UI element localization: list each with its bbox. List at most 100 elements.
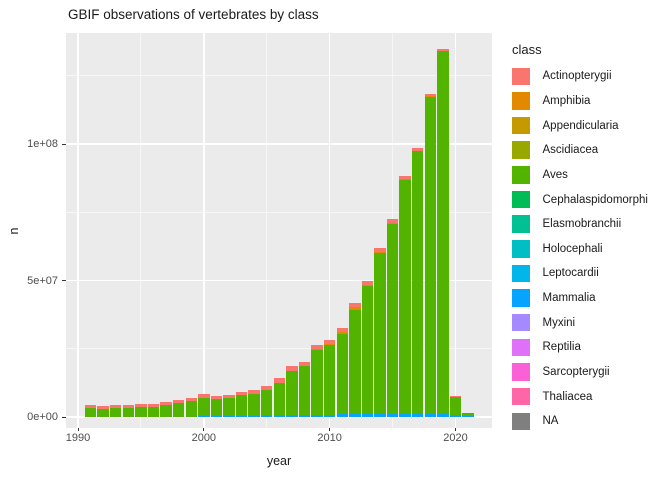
legend-item-reptilia: Reptilia [510,335,670,360]
bar-segment-actinopterygii [198,394,210,399]
bar-segment-actinopterygii [399,175,411,179]
legend-key-swatch [512,240,530,258]
bar-1996 [147,403,160,417]
x-axis-title: year [266,454,292,468]
bar-segment-actinopterygii [374,248,386,253]
bar-2014 [374,248,386,417]
legend-key-swatch [512,387,530,406]
legend-item-appendicularia: Appendicularia [510,113,670,138]
bar-1998 [172,400,185,417]
bar-2016 [399,175,411,417]
y-tick [62,416,66,418]
x-tick [329,428,331,431]
gridline-y-major [66,416,492,418]
bar-1999 [185,397,197,417]
bar-segment-actinopterygii [172,400,185,404]
gridline-y-minor [66,211,492,213]
gridline-x-minor [266,33,268,428]
bar-segment-aves [437,51,449,414]
y-tick-label: 5e+07 [27,274,58,287]
legend-item-label: Leptocardii [542,267,599,280]
bar-segment-actinopterygii [412,148,424,151]
bar-2020 [449,395,462,417]
bar-segment-actinopterygii [110,404,122,408]
legend-item-cephalaspidomorphi: Cephalaspidomorphi [510,187,670,212]
bar-2017 [412,148,424,417]
bar-segment-amphibia [386,223,399,224]
bar-segment-aves [311,349,323,415]
bar-segment-mammalia [298,415,311,417]
gridline-x-major [77,33,79,428]
bar-segment-aves [198,398,210,416]
legend-item-label: Myxini [542,316,576,329]
bar-segment-actinopterygii [311,344,323,350]
legend-item-aves: Aves [510,163,670,188]
gridline-x-major [203,33,205,428]
bar-2000 [198,394,210,417]
legend-item-label: Ascidiacea [542,144,599,157]
x-tick-label: 2010 [317,432,342,444]
bar-2007 [286,365,298,417]
bar-segment-mammalia [198,415,210,417]
bar-segment-aves [361,285,374,414]
bar-segment-actinopterygii [210,396,223,400]
bar-segment-aves [386,223,399,414]
bar-2015 [386,219,399,417]
bar-segment-mammalia [437,413,449,417]
bar-1995 [135,403,147,417]
gridline-x-major [328,33,331,428]
bar-2002 [223,395,235,417]
bar-1994 [122,404,135,417]
legend: class Actinopterygii Amphibia Appendicular… [510,42,670,434]
bar-segment-actinopterygii [160,401,172,405]
gridline-y-major [66,143,492,145]
bar-segment-mammalia [210,415,223,417]
bar-segment-amphibia [399,178,411,180]
legend-item-thaliacea: Thaliacea [510,384,670,409]
legend-item-ascidiacea: Ascidiacea [510,138,670,163]
gridline-x-minor [140,33,142,428]
gridline-y-major [66,279,492,282]
bar-2003 [235,391,248,417]
bar-segment-aves [424,96,436,414]
x-tick [454,428,456,431]
bar-2018 [424,94,436,417]
bar-segment-amphibia [323,344,336,346]
bar-segment-aves [84,407,97,417]
legend-item-label: Elasmobranchii [542,218,622,231]
x-tick [203,428,205,431]
bar-2006 [273,377,286,417]
bar-segment-mammalia [286,415,298,417]
legend-item-myxini: Myxini [510,310,670,335]
legend-item-label: Sarcopterygii [542,366,610,378]
legend-key-swatch [512,412,530,431]
legend-item-label: Holocephali [542,242,603,255]
legend-item-label: Cephalaspidomorphi [542,193,648,206]
legend-items: Actinopterygii Amphibia Appendicularia Asci… [510,64,670,434]
x-tick-label: 2000 [191,432,217,444]
legend-item-elasmobranchii: Elasmobranchii [510,212,670,237]
bar-2005 [261,385,273,417]
bar-segment-mammalia [424,413,436,417]
bar-2001 [210,396,223,417]
legend-item-sarcopterygii: Sarcopterygii [510,360,670,385]
bar-1991 [84,404,97,417]
bar-segment-actinopterygii [361,280,374,285]
legend-key-swatch [512,116,530,135]
bar-segment-amphibia [336,331,348,335]
bar-segment-actinopterygii [298,361,311,367]
bar-segment-mammalia [235,415,248,417]
legend-item-actinopterygii: Actinopterygii [510,64,670,89]
bar-segment-actinopterygii [261,385,273,390]
legend-item-holocephali: Holocephali [510,236,670,261]
gridline-y-minor [66,75,492,77]
bar-segment-actinopterygii [147,403,160,407]
bar-2010 [323,340,336,417]
legend-item-leptocardii: Leptocardii [510,261,670,286]
legend-key-swatch [512,190,530,209]
legend-item-label: Thaliacea [542,390,593,403]
legend-key-swatch [512,363,530,381]
y-axis-title: n [7,227,21,235]
bar-segment-mammalia [399,413,411,417]
bar-segment-aves [110,407,122,417]
